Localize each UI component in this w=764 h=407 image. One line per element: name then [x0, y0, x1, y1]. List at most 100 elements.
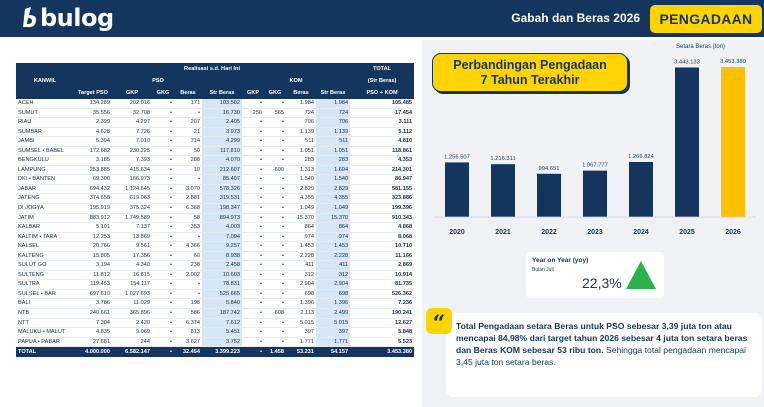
table-cell: 353: [174, 222, 202, 233]
table-cell: 1.139: [286, 127, 316, 138]
table-cell: 3.752: [202, 337, 242, 348]
section-badge[interactable]: PENGADAAN: [650, 5, 762, 33]
table-cell: 864: [286, 222, 316, 233]
table-cell: 105.485: [350, 99, 415, 109]
table-cell: 565: [264, 108, 286, 119]
column-header: Str Beras: [202, 87, 242, 99]
summary-text: Total Pengadaan setara Beras untuk PSO s…: [456, 320, 756, 368]
table-cell: •: [242, 318, 264, 329]
table-cell: •: [242, 155, 264, 166]
table-cell: 3.070: [174, 184, 202, 195]
region-name: MALUKU • MALUT: [16, 327, 74, 338]
table-cell: •: [264, 298, 286, 310]
table-cell: 1.984: [286, 99, 316, 109]
total-cell: 32.454: [174, 346, 202, 358]
table-cell: •: [174, 232, 202, 243]
table-cell: 1.749.589: [112, 213, 152, 224]
table-cell: •: [152, 251, 174, 262]
bar-2021: [491, 164, 515, 217]
table-cell: 21: [174, 127, 202, 138]
table-cell: 1.027.693: [112, 289, 152, 300]
yoy-value: 22,3%: [582, 275, 622, 291]
table-cell: •: [242, 213, 264, 224]
table-cell: 706: [316, 117, 351, 128]
chart-unit-label: Setara Beras (ton): [676, 44, 726, 50]
table-cell: 4.297: [112, 117, 152, 128]
region-name: SULTENG: [16, 270, 74, 281]
region-name: KALTENG: [16, 251, 74, 262]
table-cell: •: [152, 318, 174, 329]
table-cell: 3.185: [74, 155, 112, 166]
table-row: DKI • BANTEN 69.300 166.973 • • 85.407 • • 1.540…: [16, 174, 415, 185]
table-cell: 117.810: [202, 146, 242, 157]
table-row: SULTRA 119.453 154.117 • • 78.831 • • 2.904 2.904…: [16, 279, 415, 290]
bar-value-label: 1.067.777: [582, 163, 608, 169]
total-cell: 1.458: [264, 346, 286, 358]
table-cell: 910.343: [350, 213, 415, 224]
table-cell: 13.869: [112, 232, 152, 243]
total-cell: 53.231: [286, 346, 316, 358]
table-row: KALTENG 15.805 17.356 • 60 8.938 • • 2.228 2.228 1…: [16, 251, 415, 262]
bar-value-label: 3.443.133: [674, 59, 700, 65]
table-cell: •: [264, 155, 286, 166]
table-cell: 1.453: [316, 241, 351, 252]
bulog-logo[interactable]: bulog: [22, 4, 114, 32]
region-name: KALTIM • TARA: [16, 232, 74, 243]
table-cell: 2.420: [112, 318, 152, 329]
table-cell: •: [242, 337, 264, 348]
table-cell: 17.356: [112, 251, 152, 262]
table-row: LAMPUNG 253.885 415.634 • 10 212.607 • 600 1.313…: [16, 165, 415, 176]
table-cell: •: [174, 174, 202, 185]
table-cell: 207: [174, 117, 202, 128]
table-cell: 195.919: [74, 203, 112, 214]
table-cell: 20.766: [74, 241, 112, 252]
table-cell: 1.771: [316, 337, 351, 348]
table-cell: •: [242, 117, 264, 128]
table-cell: 312: [286, 270, 316, 281]
table-cell: 27.681: [74, 337, 112, 348]
table-row: JATIM 883.912 1.749.589 • 58 894.973 • • 15.370 1…: [16, 213, 415, 224]
table-cell: 60: [174, 251, 202, 262]
column-header: Beras: [286, 87, 316, 99]
table-cell: •: [242, 308, 264, 319]
region-name: NTB: [16, 308, 74, 319]
total-cell: 6.582.147: [112, 346, 152, 358]
table-cell: 4.003: [202, 222, 242, 233]
table-cell: 2.829: [316, 184, 351, 195]
yoy-subtitle: Bulan Juli: [532, 267, 554, 273]
table-cell: •: [242, 298, 264, 310]
column-header-row: Target PSO GKP GKG Beras Str Beras GKP GKG Bera…: [16, 87, 415, 99]
table-cell: 240.661: [74, 308, 112, 319]
table-cell: •: [242, 193, 264, 204]
table-cell: 415.634: [112, 165, 152, 176]
table-row: SUMBAR 4.628 7.726 • 21 3.973 • • 1.139 1.139 5.11…: [16, 127, 415, 138]
table-cell: 581.155: [350, 184, 415, 195]
table-cell: 600: [264, 165, 286, 176]
table-cell: 525.665: [202, 289, 242, 300]
table-cell: 2.228: [286, 251, 316, 262]
bar-2023: [583, 170, 607, 217]
table-cell: •: [152, 337, 174, 348]
table-cell: •: [152, 260, 174, 271]
table-cell: 171: [174, 99, 202, 109]
table-cell: 724: [316, 108, 351, 119]
table-cell: 4.628: [74, 127, 112, 138]
table-cell: •: [264, 213, 286, 224]
table-cell: 323.886: [350, 193, 415, 204]
table-cell: 190.241: [350, 308, 415, 319]
table-cell: 283: [316, 155, 351, 166]
table-cell: 2.399: [74, 117, 112, 128]
table-cell: 10: [174, 165, 202, 176]
table-cell: 586: [174, 308, 202, 319]
table-cell: 166.973: [112, 174, 152, 185]
table-cell: 706: [286, 117, 316, 128]
table-cell: 694.432: [74, 184, 112, 195]
table-cell: 7.010: [112, 136, 152, 147]
th-realisasi: Realisasi s.d. Hari Ini: [74, 63, 351, 75]
table-cell: 4.835: [74, 327, 112, 338]
region-name: DI JOGYA: [16, 203, 74, 214]
table-cell: 81.735: [350, 279, 415, 290]
table-cell: •: [152, 298, 174, 310]
table-cell: •: [242, 270, 264, 281]
table-cell: •: [264, 146, 286, 157]
